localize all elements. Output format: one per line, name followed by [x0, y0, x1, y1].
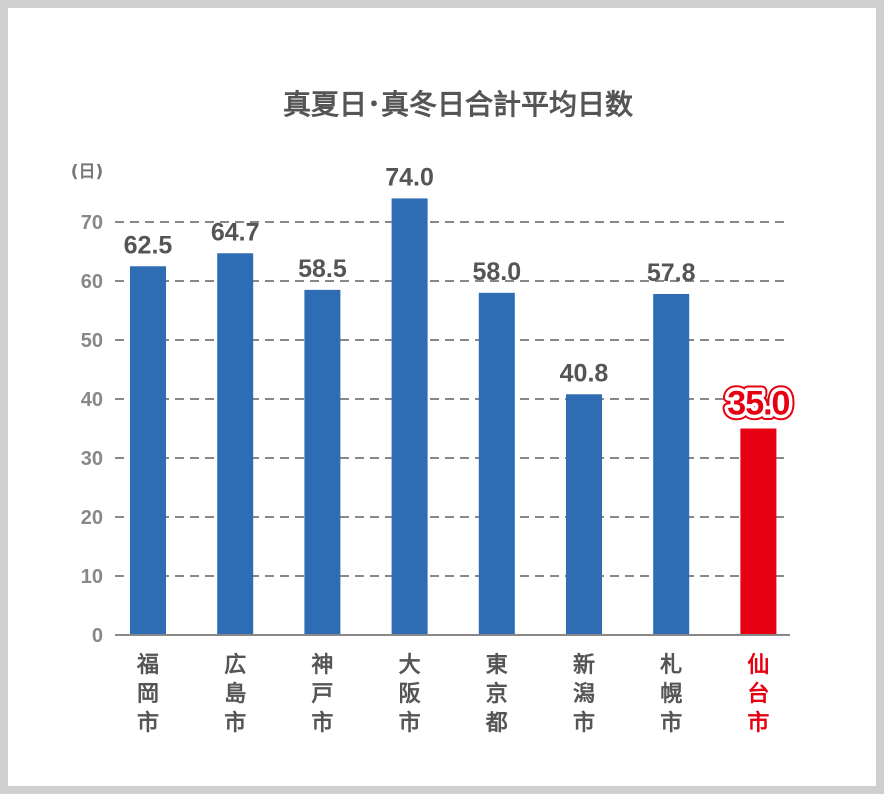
bar: [130, 266, 166, 635]
y-tick-label: 10: [81, 566, 103, 588]
data-label-highlight-outline: 35.0: [727, 385, 789, 423]
data-label: 62.5: [124, 231, 173, 259]
x-tick-label: 広島市: [224, 652, 246, 736]
data-label-highlight: 35.0: [727, 385, 789, 423]
data-label: 64.7: [211, 218, 260, 246]
bar: [304, 289, 341, 635]
data-label: 58.0: [472, 258, 521, 286]
x-axis-ticks: 福岡市 広島市 神戸市 大阪市 東京都 新潟市 札幌市 仙台市: [136, 652, 769, 736]
x-tick-label: 東京都: [485, 653, 508, 736]
data-labels: 62.5 64.758.574.058.040.857.835.035.0: [124, 163, 796, 428]
bar: [566, 394, 602, 635]
x-tick-label: 新潟市: [573, 652, 595, 736]
bar: [391, 198, 428, 635]
x-tick-label: 大阪市: [399, 653, 421, 736]
x-tick-label: 札幌市: [659, 653, 682, 736]
y-tick-label: 70: [81, 212, 103, 234]
bar: [217, 253, 254, 635]
bars: [130, 198, 777, 635]
data-label: 58.5: [298, 255, 347, 283]
x-tick-label: 福岡市: [136, 653, 159, 736]
y-tick-label: 40: [81, 389, 103, 411]
data-label: 57.8: [647, 259, 696, 287]
y-tick-label: 30: [81, 448, 103, 470]
y-tick-label: 60: [81, 271, 103, 293]
y-tick-label: 0: [92, 625, 103, 647]
bar: [478, 292, 515, 635]
x-tick-label: 仙台市: [747, 652, 769, 736]
y-tick-label: 20: [81, 507, 103, 529]
data-label: 40.8: [560, 359, 609, 387]
bar: [653, 293, 690, 635]
bar-highlight: [740, 428, 777, 635]
y-axis-unit-label: (日): [71, 162, 104, 182]
chart-title: 真夏日･真冬日合計平均日数: [283, 88, 634, 121]
data-label: 74.0: [385, 163, 434, 191]
x-tick-label: 神戸市: [311, 652, 333, 736]
y-tick-label: 50: [81, 330, 103, 352]
y-axis-ticks: 0 10 20 30 40 50 60 70: [81, 212, 103, 647]
